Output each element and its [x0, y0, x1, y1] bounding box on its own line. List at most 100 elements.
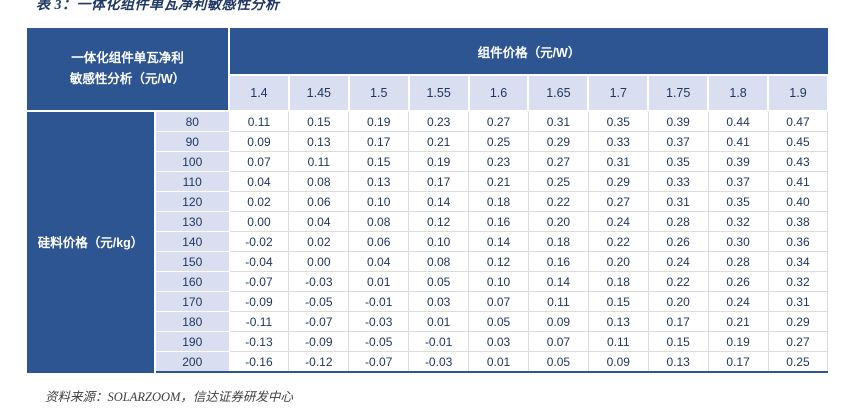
row-label: 110: [154, 171, 230, 192]
column-header: 1.75: [647, 75, 710, 112]
cell-value: 0.20: [587, 251, 649, 272]
cell-value: 0.04: [348, 251, 410, 272]
table-row: 170 -0.09 -0.05 -0.01 0.03 0.07 0.11 0.15 0.20 0.…: [27, 291, 829, 312]
cell-value: 0.18: [468, 191, 529, 212]
cell-value: 0.16: [468, 211, 529, 232]
cell-value: 0.44: [707, 110, 769, 132]
column-header: 1.6: [467, 75, 530, 112]
column-header: 1.8: [707, 75, 770, 112]
cell-value: -0.07: [228, 271, 290, 292]
cell-value: 0.10: [468, 271, 529, 292]
corner-label: 一体化组件单瓦净利 敏感性分析（元/W）: [27, 28, 230, 112]
cell-value: 0.31: [587, 151, 649, 172]
cell-value: -0.03: [408, 351, 470, 373]
cell-value: -0.03: [288, 271, 350, 292]
source-note: 资料来源：SOLARZOOM，信达证券研发中心: [45, 390, 293, 404]
cell-value: -0.03: [348, 311, 410, 332]
cell-value: 0.28: [647, 211, 709, 232]
column-header: 1.4: [228, 75, 290, 112]
cell-value: 0.34: [767, 251, 829, 272]
cell-value: 0.29: [587, 171, 649, 192]
cell-value: 0.04: [288, 211, 350, 232]
cell-value: 0.29: [527, 131, 589, 152]
cell-value: 0.17: [647, 311, 709, 332]
row-label: 80: [154, 110, 230, 132]
cell-value: 0.01: [348, 271, 410, 292]
row-label: 180: [154, 311, 230, 332]
column-group-label: 组件价格（元/W）: [228, 28, 828, 77]
cell-value: 0.17: [707, 351, 769, 373]
table-row: 150 -0.04 0.00 0.04 0.08 0.12 0.16 0.20 0.24 0.28…: [27, 251, 829, 272]
table-row: 120 0.02 0.06 0.10 0.14 0.18 0.22 0.27 0.31 0.35 0…: [27, 191, 829, 212]
cell-value: 0.08: [408, 251, 470, 272]
cell-value: 0.13: [348, 171, 410, 192]
row-group-label: 硅料价格（元/kg）: [27, 110, 156, 372]
row-label: 190: [154, 331, 230, 352]
table-row: 硅料价格（元/kg） 80 0.11 0.15 0.19 0.23 0.27 0.31 0.35…: [27, 110, 829, 372]
cell-value: 0.11: [288, 151, 350, 172]
cell-value: 0.11: [587, 331, 649, 352]
cell-value: 0.12: [468, 251, 529, 272]
row-label: 170: [154, 291, 230, 312]
cell-value: 0.13: [647, 351, 709, 373]
cell-value: 0.05: [468, 311, 529, 332]
cell-value: 0.32: [707, 211, 769, 232]
cell-value: 0.30: [707, 231, 769, 252]
table-title: 表 3：一体化组件单瓦净利敏感性分析: [36, 0, 280, 13]
cell-value: -0.07: [348, 351, 410, 373]
cell-value: -0.16: [228, 351, 290, 373]
cell-value: 0.17: [348, 131, 410, 152]
cell-value: 0.22: [587, 231, 649, 252]
row-label: 90: [154, 131, 230, 152]
cell-value: 0.15: [288, 110, 350, 132]
cell-value: 0.14: [527, 271, 589, 292]
cell-value: 0.22: [527, 191, 589, 212]
cell-value: 0.23: [468, 151, 529, 172]
cell-value: 0.39: [707, 151, 769, 172]
cell-value: 0.02: [288, 231, 350, 252]
cell-value: 0.05: [408, 271, 470, 292]
row-label: 150: [154, 251, 230, 272]
cell-value: 0.01: [468, 351, 529, 373]
header-row-group: 一体化组件单瓦净利 敏感性分析（元/W） 组件价格（元/W）: [27, 28, 828, 112]
cell-value: 0.36: [767, 231, 829, 252]
cell-value: 0.25: [767, 351, 829, 373]
cell-value: 0.08: [288, 171, 350, 192]
column-header: 1.7: [587, 75, 650, 112]
cell-value: 0.13: [288, 131, 350, 152]
cell-value: -0.04: [228, 251, 290, 272]
cell-value: 0.09: [587, 351, 649, 373]
cell-value: 0.20: [527, 211, 589, 232]
cell-value: 0.05: [527, 351, 589, 373]
cell-value: 0.19: [408, 151, 470, 172]
cell-value: -0.09: [288, 331, 350, 352]
cell-value: 0.43: [767, 151, 829, 172]
cell-value: 0.25: [468, 131, 529, 152]
cell-value: 0.13: [587, 311, 649, 332]
cell-value: 0.27: [587, 191, 649, 212]
cell-value: -0.11: [228, 311, 290, 332]
cell-value: 0.04: [228, 171, 290, 192]
table-row: 180 -0.11 -0.07 -0.03 0.01 0.05 0.09 0.13 0.17 0.…: [27, 311, 829, 332]
column-header: 1.65: [527, 75, 590, 112]
cell-value: 0.11: [228, 110, 290, 132]
cell-value: 0.10: [348, 191, 410, 212]
cell-value: 0.29: [767, 311, 829, 332]
cell-value: 0.00: [288, 251, 350, 272]
cell-value: 0.37: [647, 131, 709, 152]
cell-value: -0.02: [228, 231, 290, 252]
cell-value: 0.14: [408, 191, 470, 212]
cell-value: -0.01: [408, 331, 470, 352]
cell-value: -0.07: [288, 311, 350, 332]
cell-value: 0.31: [527, 110, 589, 132]
cell-value: 0.07: [228, 151, 290, 172]
cell-value: 0.23: [408, 110, 470, 132]
cell-value: -0.13: [228, 331, 290, 352]
cell-value: 0.17: [408, 171, 470, 192]
cell-value: 0.37: [707, 171, 769, 192]
cell-value: 0.33: [647, 171, 709, 192]
column-header: 1.55: [407, 75, 470, 112]
cell-value: 0.21: [468, 171, 529, 192]
cell-value: 0.27: [767, 331, 829, 352]
cell-value: 0.24: [707, 291, 769, 312]
